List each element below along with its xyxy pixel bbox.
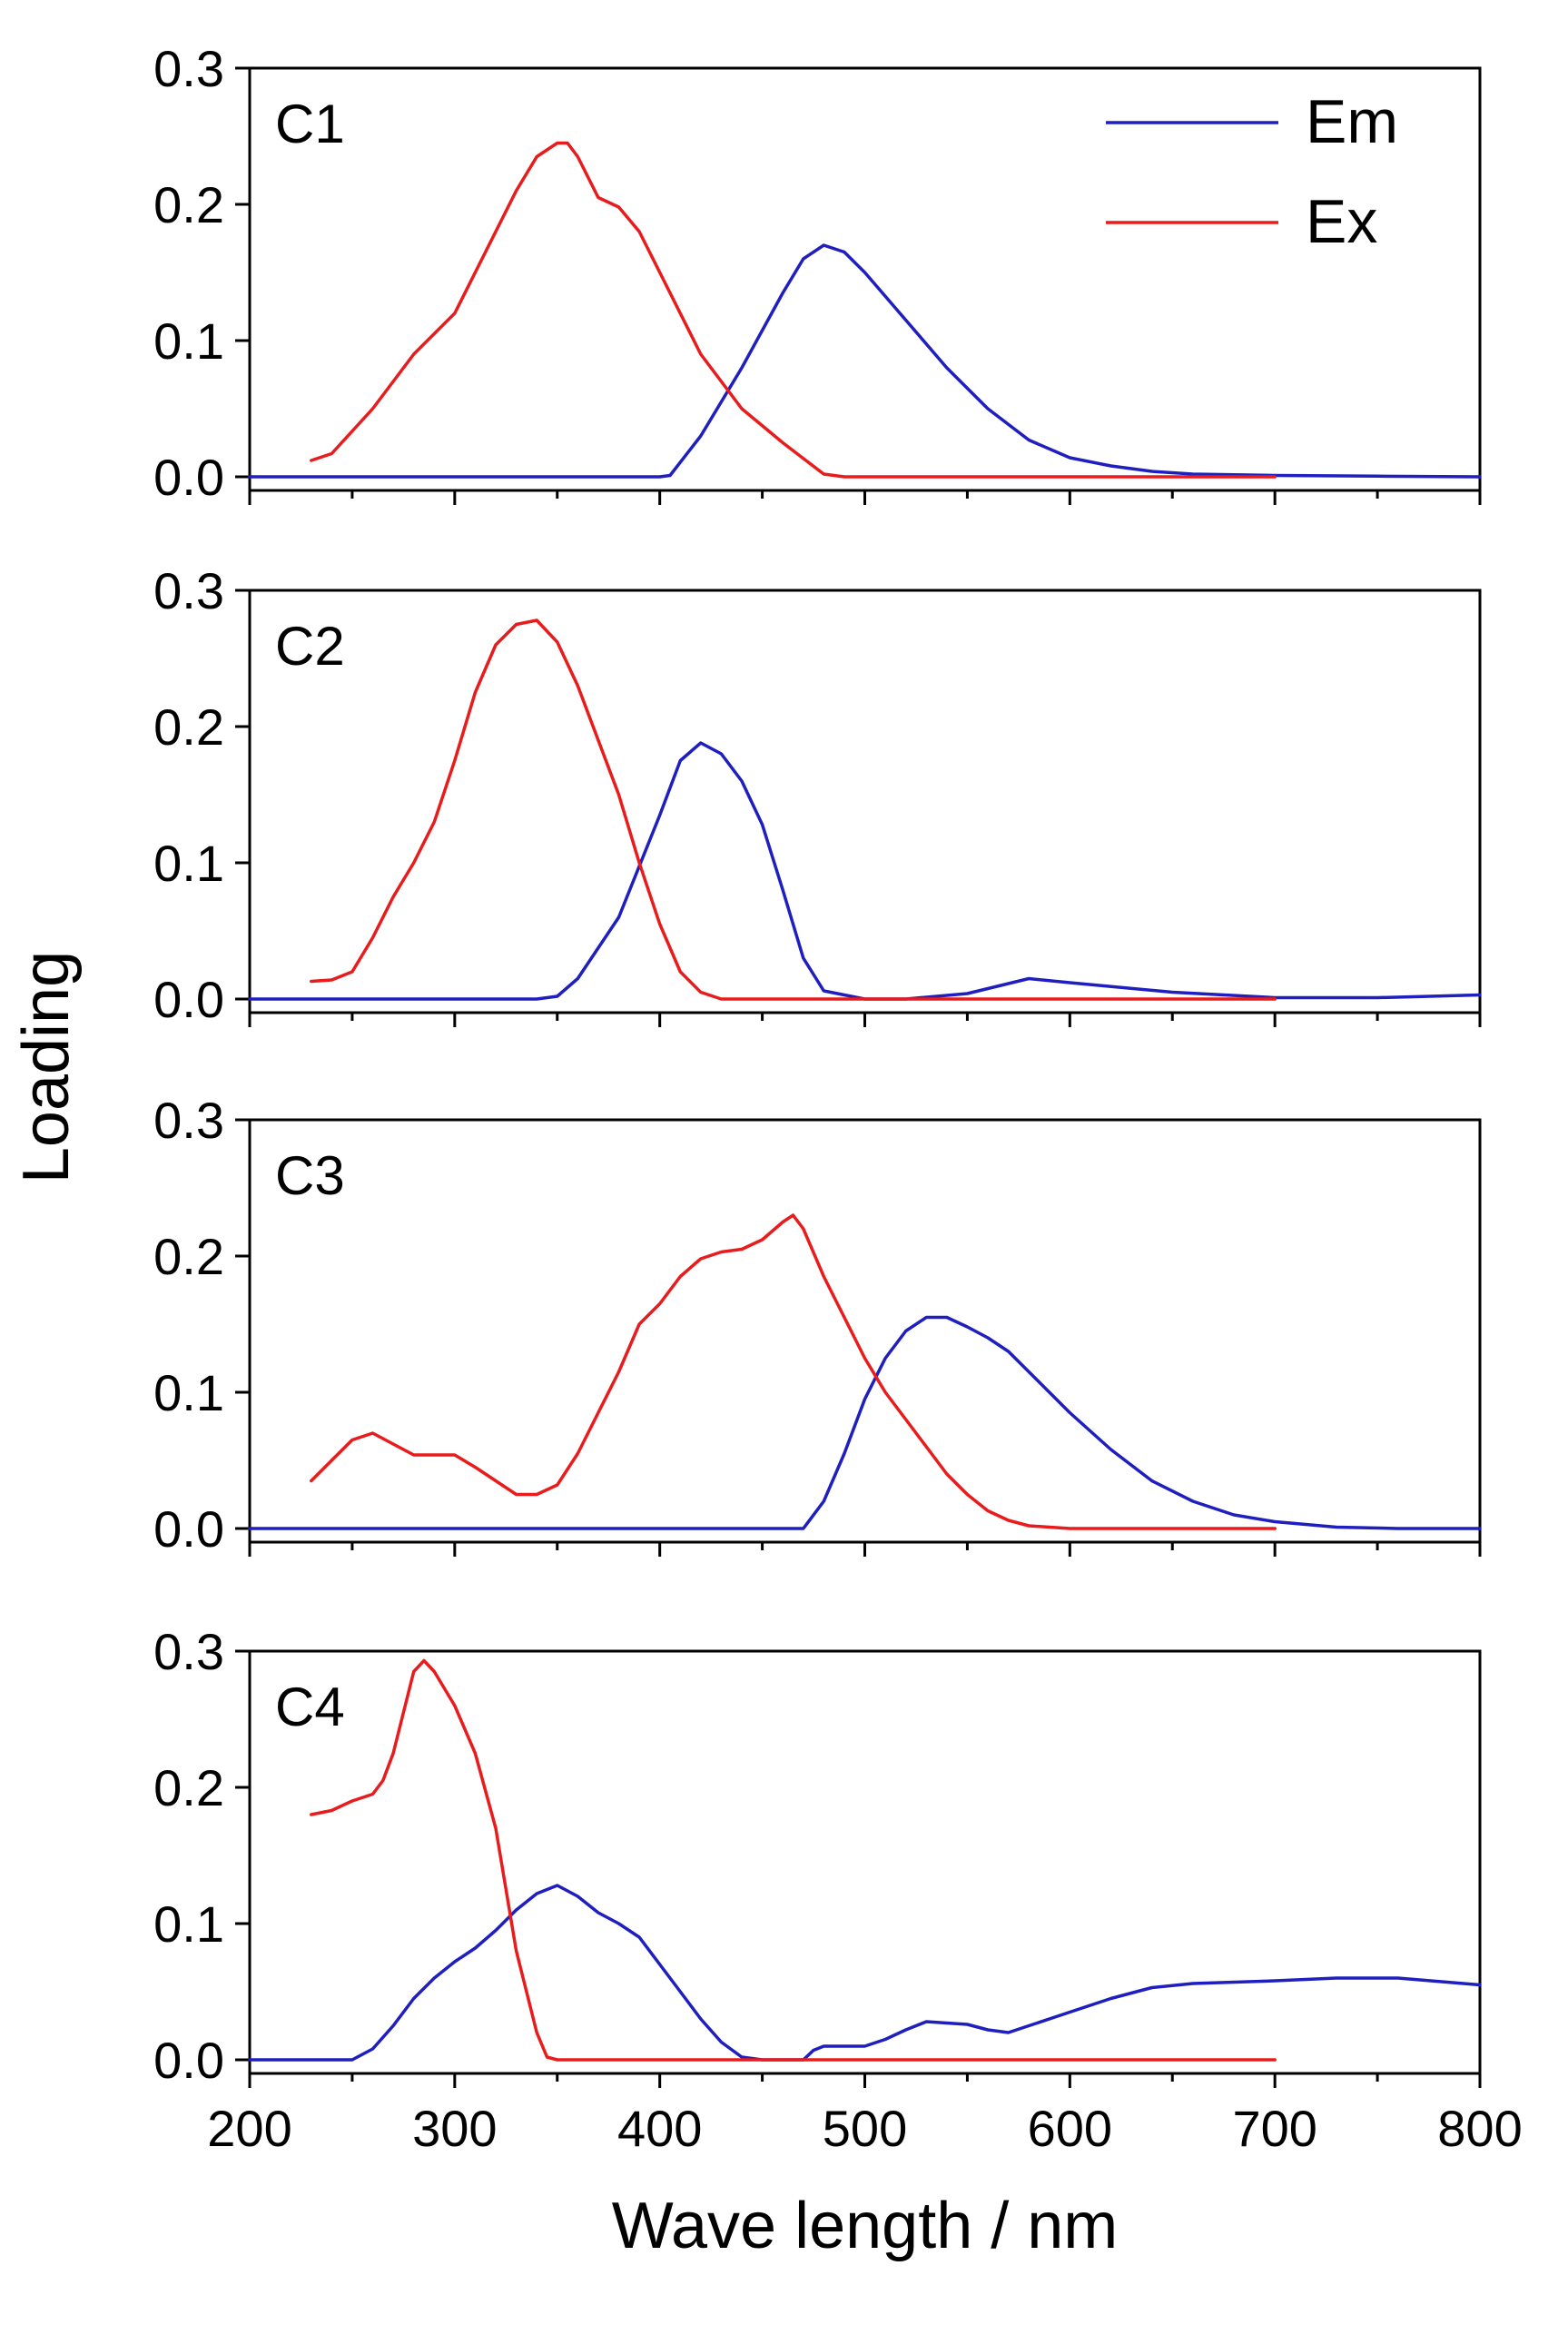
legend-label-ex: Ex	[1306, 187, 1377, 256]
series-ex-line	[310, 1213, 1277, 1530]
x-tick-label: 800	[1437, 2100, 1522, 2157]
panel-label: C3	[275, 1145, 345, 1206]
y-tick-label: 0.3	[153, 1092, 224, 1149]
series-ex-line	[310, 141, 1277, 479]
y-tick-label: 0.3	[153, 40, 224, 97]
x-tick-label: 700	[1232, 2100, 1317, 2157]
y-tick-label: 0.3	[153, 562, 224, 619]
y-tick-label: 0.1	[153, 1895, 224, 1953]
series-em-line	[248, 741, 1482, 1001]
panel-c1: 0.0 0.1 0.2 0.3 C1 Em Ex	[153, 40, 1482, 506]
y-tick-label: 0.0	[153, 1500, 224, 1558]
series-em-line	[248, 1884, 1482, 2062]
y-axis-title: Loading	[10, 951, 83, 1183]
y-tick-label: 0.1	[153, 312, 224, 370]
y-tick-label: 0.2	[153, 698, 224, 756]
y-tick-label: 0.2	[153, 1759, 224, 1816]
panel-label: C4	[275, 1677, 345, 1737]
y-tick-label: 0.1	[153, 1364, 224, 1421]
y-tick-label: 0.0	[153, 449, 224, 506]
x-axis-title: Wave length / nm	[612, 2190, 1119, 2262]
series-ex-line	[310, 618, 1277, 1001]
y-tick-label: 0.1	[153, 835, 224, 892]
legend-label-em: Em	[1306, 87, 1398, 156]
panel-label: C2	[275, 616, 345, 677]
y-tick-label: 0.0	[153, 971, 224, 1028]
plot-frame	[248, 1649, 1482, 2075]
plot-frame	[248, 589, 1482, 1014]
series-em-line	[248, 1315, 1482, 1530]
panel-c4: 0.0 0.1 0.2 0.3 200 300 400 500 600 700 800 C4	[153, 1623, 1523, 2157]
panel-c2: 0.0 0.1 0.2 0.3 C2	[153, 562, 1482, 1028]
y-tick-label: 0.3	[153, 1623, 224, 1680]
x-tick-label: 300	[412, 2100, 497, 2157]
series-em-line	[248, 243, 1482, 479]
panel-label: C1	[275, 94, 345, 154]
series-ex-line	[310, 1658, 1277, 2062]
plot-frame	[248, 1118, 1482, 1544]
x-tick-label: 500	[823, 2100, 907, 2157]
x-tick-label: 200	[207, 2100, 291, 2157]
y-tick-label: 0.0	[153, 2032, 224, 2089]
plot-frame	[248, 66, 1482, 492]
chart-panels: 0.00.10.20.3C1 EmEx0.00.10.20.3C20.00.10.…	[153, 40, 1523, 2157]
x-tick-label: 400	[617, 2100, 702, 2157]
y-tick-label: 0.2	[153, 176, 224, 233]
y-tick-label: 0.2	[153, 1228, 224, 1285]
x-tick-label: 600	[1028, 2100, 1112, 2157]
panel-c3: 0.0 0.1 0.2 0.3 C3	[153, 1092, 1482, 1558]
